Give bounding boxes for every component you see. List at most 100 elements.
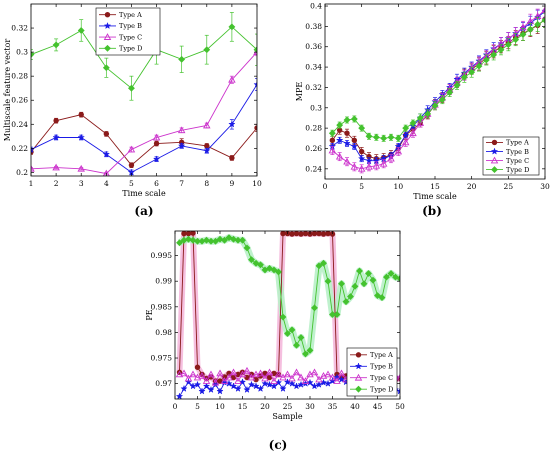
series-line bbox=[31, 51, 257, 175]
data-point bbox=[228, 120, 236, 128]
data-point bbox=[194, 364, 201, 370]
legend-marker bbox=[103, 33, 112, 40]
data-point bbox=[337, 375, 346, 383]
data-point bbox=[175, 370, 184, 378]
y-tick-label: 0.4 bbox=[310, 2, 322, 11]
x-tick-label: 50 bbox=[395, 402, 405, 411]
data-point bbox=[181, 231, 187, 237]
data-point bbox=[177, 141, 186, 150]
data-point bbox=[416, 114, 424, 122]
data-point bbox=[203, 146, 211, 154]
x-tick-label: 20 bbox=[260, 402, 270, 411]
x-tick-label: 10 bbox=[215, 402, 225, 411]
data-point bbox=[319, 372, 328, 379]
data-point bbox=[298, 231, 304, 237]
data-point bbox=[394, 147, 403, 155]
data-point bbox=[153, 140, 160, 147]
data-point bbox=[468, 68, 476, 76]
data-point bbox=[52, 133, 60, 141]
data-point bbox=[453, 81, 461, 89]
legend-label: Type C bbox=[506, 157, 529, 165]
data-point bbox=[202, 377, 211, 384]
data-point bbox=[519, 31, 527, 38]
data-point bbox=[216, 387, 224, 395]
y-tick-label: 0.38 bbox=[305, 22, 322, 31]
data-point bbox=[234, 377, 242, 384]
data-point bbox=[288, 374, 296, 382]
y-tick-label: 0.36 bbox=[305, 42, 322, 51]
x-tick-label: 0 bbox=[323, 182, 328, 191]
y-tick-label: 0.22 bbox=[11, 144, 28, 153]
data-point bbox=[328, 129, 336, 137]
data-point bbox=[311, 304, 318, 312]
x-tick-label: 7 bbox=[179, 179, 184, 188]
data-point bbox=[301, 377, 310, 384]
data-point bbox=[207, 237, 215, 245]
data-point bbox=[343, 116, 351, 124]
legend-label: Type B bbox=[119, 22, 142, 30]
data-point bbox=[333, 311, 341, 318]
data-point bbox=[274, 370, 283, 378]
data-point bbox=[270, 382, 278, 390]
data-point bbox=[431, 102, 439, 110]
x-tick-label: 5 bbox=[129, 179, 134, 188]
data-point bbox=[475, 62, 483, 70]
data-point bbox=[394, 134, 402, 142]
data-point bbox=[365, 132, 373, 140]
x-tick-label: 2 bbox=[54, 179, 59, 188]
data-point bbox=[350, 142, 359, 150]
y-axis-label: MPE bbox=[295, 82, 304, 102]
y-tick-label: 0.99 bbox=[155, 277, 172, 286]
data-point bbox=[275, 268, 282, 276]
data-point bbox=[243, 385, 251, 393]
data-point bbox=[261, 379, 269, 387]
y-tick-label: 0.975 bbox=[151, 354, 173, 363]
data-point bbox=[325, 231, 331, 237]
data-point bbox=[207, 385, 215, 393]
y-tick-label: 0.26 bbox=[11, 96, 28, 105]
series-line bbox=[31, 84, 257, 173]
data-point bbox=[320, 259, 327, 267]
data-point bbox=[185, 235, 192, 243]
data-point bbox=[396, 275, 400, 283]
data-point bbox=[127, 145, 136, 153]
data-point bbox=[490, 51, 498, 59]
data-point bbox=[306, 346, 314, 354]
data-point bbox=[234, 236, 242, 244]
data-point bbox=[333, 377, 341, 384]
data-point bbox=[402, 124, 410, 132]
legend-marker bbox=[490, 147, 499, 155]
x-tick-label: 35 bbox=[328, 402, 338, 411]
legend: Type A Type B Type C Type D bbox=[95, 7, 161, 56]
data-point bbox=[396, 373, 400, 381]
data-point bbox=[253, 46, 257, 54]
data-point bbox=[292, 368, 301, 376]
x-tick-label: 6 bbox=[154, 179, 159, 188]
data-point bbox=[247, 380, 256, 388]
data-point bbox=[207, 370, 215, 378]
data-point bbox=[243, 244, 251, 252]
x-tick-label: 5 bbox=[195, 402, 200, 411]
data-point bbox=[252, 370, 260, 378]
y-axis-label: Multiscale feature vector bbox=[3, 39, 12, 142]
data-point bbox=[424, 110, 432, 118]
data-point bbox=[202, 382, 211, 390]
data-point bbox=[347, 293, 354, 300]
data-point bbox=[270, 266, 278, 274]
data-point bbox=[358, 124, 366, 132]
data-point bbox=[261, 374, 269, 382]
data-point bbox=[198, 372, 206, 379]
data-point bbox=[350, 115, 358, 123]
legend-marker bbox=[490, 156, 499, 164]
y-tick-label: 0.98 bbox=[155, 328, 172, 337]
x-tick-label: 15 bbox=[430, 182, 440, 191]
data-point bbox=[180, 384, 188, 392]
data-point bbox=[337, 369, 346, 377]
data-point bbox=[297, 373, 305, 381]
chart-panel-b: 0 5 10 15 20 25 30 0.24 0.26 0.28 0.3 0.32 0.34 0.36 0… bbox=[295, 2, 550, 218]
data-point bbox=[541, 16, 545, 24]
legend-marker bbox=[355, 352, 362, 358]
x-tick-label: 0 bbox=[173, 402, 178, 411]
data-point bbox=[512, 36, 520, 44]
data-point bbox=[175, 392, 184, 399]
